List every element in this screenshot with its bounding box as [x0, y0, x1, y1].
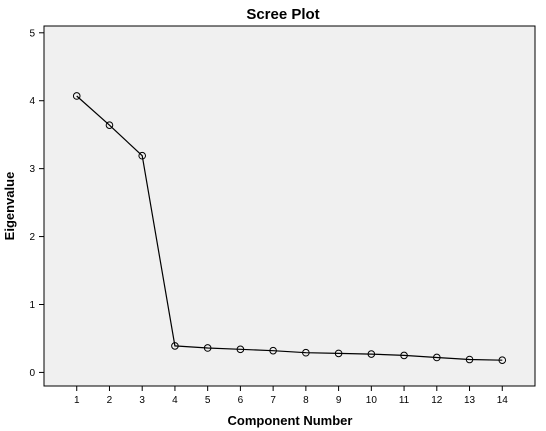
y-tick-label: 0 [29, 368, 35, 379]
data-point [236, 345, 245, 354]
plot-area [43, 25, 536, 387]
x-tick-label: 5 [205, 395, 211, 406]
data-point [138, 151, 146, 160]
data-point [72, 92, 81, 100]
data-point [171, 342, 179, 350]
series-line [76, 95, 503, 361]
y-tick-label: 2 [29, 232, 35, 243]
x-axis-label: Component Number [228, 413, 353, 428]
x-axis: 1 2 3 4 5 6 7 8 9 10 11 12 13 14 [74, 386, 508, 406]
y-tick-label: 5 [29, 28, 35, 39]
x-tick-label: 9 [336, 395, 342, 406]
data-point [203, 344, 212, 352]
data-point [433, 353, 441, 362]
y-tick-label: 3 [29, 164, 35, 175]
y-tick-label: 4 [29, 96, 35, 107]
y-axis: 0 1 2 3 4 5 [29, 28, 44, 379]
y-tick-label: 1 [29, 300, 35, 311]
data-point [465, 355, 474, 364]
data-point [302, 348, 310, 357]
data-point [498, 356, 507, 364]
x-tick-label: 12 [431, 395, 443, 406]
y-axis-label: Eigenvalue [2, 172, 17, 241]
data-point [105, 121, 114, 129]
x-tick-label: 10 [366, 395, 378, 406]
x-tick-label: 2 [107, 395, 113, 406]
x-tick-label: 11 [399, 395, 410, 406]
x-tick-label: 4 [172, 395, 178, 406]
x-tick-label: 13 [464, 395, 476, 406]
data-point [269, 346, 277, 355]
chart-title: Scree Plot [246, 6, 319, 23]
data-markers [72, 92, 507, 364]
x-tick-label: 14 [497, 395, 509, 406]
data-point [367, 350, 376, 358]
x-tick-label: 1 [74, 395, 80, 406]
x-tick-label: 6 [238, 395, 244, 406]
x-tick-label: 8 [303, 395, 309, 406]
data-point [334, 349, 343, 358]
x-tick-label: 3 [139, 395, 145, 406]
x-tick-label: 7 [270, 395, 276, 406]
data-point [400, 351, 408, 360]
